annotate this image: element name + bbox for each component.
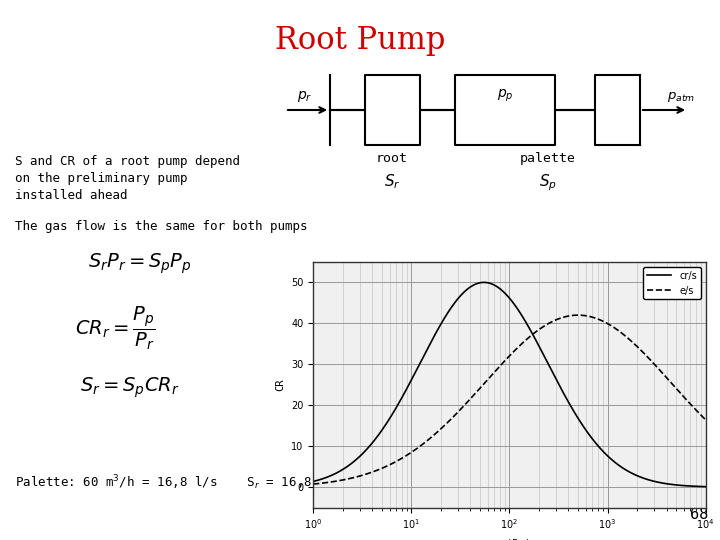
e/s <box>690 405 698 411</box>
Text: root: root <box>376 152 408 165</box>
Text: installed ahead: installed ahead <box>15 189 127 202</box>
cr/s <box>329 471 338 478</box>
cr/s <box>490 281 498 288</box>
cr/s <box>690 483 698 489</box>
Text: $p_r$: $p_r$ <box>297 89 312 104</box>
Text: $S_p$: $S_p$ <box>539 172 557 193</box>
Text: The gas flow is the same for both pumps: The gas flow is the same for both pumps <box>15 220 307 233</box>
e/s <box>574 312 582 319</box>
e/s <box>701 416 710 423</box>
Text: $p_{atm}$: $p_{atm}$ <box>667 90 695 104</box>
Text: $p_p$: $p_p$ <box>497 87 513 104</box>
cr/s <box>500 289 508 296</box>
Line: cr/s: cr/s <box>313 282 706 487</box>
Text: palette: palette <box>520 152 576 165</box>
Text: S and CR of a root pump depend: S and CR of a root pump depend <box>15 155 240 168</box>
e/s <box>329 478 338 485</box>
Text: $S_r = S_pCR_r$: $S_r = S_pCR_r$ <box>80 375 180 400</box>
Legend: cr/s, e/s: cr/s, e/s <box>643 267 701 299</box>
e/s <box>690 405 698 411</box>
Text: 68: 68 <box>690 507 708 522</box>
cr/s <box>309 478 318 485</box>
X-axis label: $p_v$ (Pa): $p_v$ (Pa) <box>488 537 531 540</box>
Text: $CR_r = \dfrac{P_p}{P_r}$: $CR_r = \dfrac{P_p}{P_r}$ <box>75 305 156 353</box>
e/s <box>618 330 626 337</box>
Text: Palette: 60 m$^3$/h = 16,8 l/s    S$_r$ = 16,8 x 40 = 672 l/s: Palette: 60 m$^3$/h = 16,8 l/s S$_r$ = 1… <box>15 473 425 492</box>
cr/s <box>701 483 710 490</box>
Line: e/s: e/s <box>313 315 706 484</box>
e/s <box>490 370 498 376</box>
e/s <box>309 481 318 487</box>
cr/s <box>690 483 698 489</box>
cr/s <box>480 279 488 286</box>
cr/s <box>618 464 626 471</box>
Text: $S_rP_r = S_pP_p$: $S_rP_r = S_pP_p$ <box>88 252 192 276</box>
e/s <box>500 359 508 365</box>
Text: $S_r$: $S_r$ <box>384 172 400 191</box>
Y-axis label: CR: CR <box>276 379 286 391</box>
Text: on the preliminary pump: on the preliminary pump <box>15 172 187 185</box>
Text: Root Pump: Root Pump <box>275 25 445 56</box>
